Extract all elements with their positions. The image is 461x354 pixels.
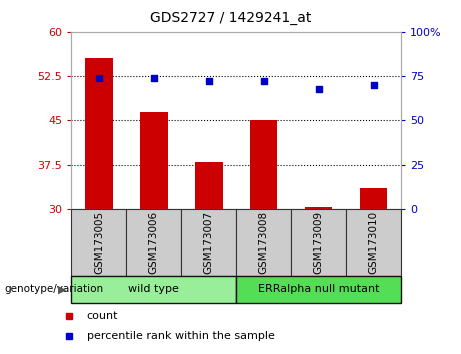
Point — [260, 79, 267, 84]
Text: genotype/variation: genotype/variation — [5, 284, 104, 295]
Text: count: count — [87, 310, 118, 321]
Bar — [236, 276, 401, 303]
Bar — [140, 112, 168, 209]
Bar — [71, 276, 236, 303]
Bar — [250, 120, 278, 209]
Text: percentile rank within the sample: percentile rank within the sample — [87, 331, 274, 341]
Point — [315, 86, 322, 91]
Bar — [291, 209, 346, 276]
Text: GDS2727 / 1429241_at: GDS2727 / 1429241_at — [150, 11, 311, 25]
Text: ▶: ▶ — [59, 284, 67, 295]
Text: GSM173005: GSM173005 — [94, 211, 104, 274]
Text: GSM173009: GSM173009 — [313, 211, 324, 274]
Bar — [85, 58, 112, 209]
Bar — [346, 209, 401, 276]
Bar — [71, 209, 126, 276]
Bar — [305, 207, 332, 209]
Text: ERRalpha null mutant: ERRalpha null mutant — [258, 284, 379, 295]
Bar — [195, 162, 223, 209]
Point — [205, 79, 213, 84]
Bar — [126, 209, 181, 276]
Point — [370, 82, 377, 88]
Bar — [181, 209, 236, 276]
Point — [150, 75, 158, 81]
Bar — [360, 188, 387, 209]
Point — [95, 75, 103, 81]
Text: GSM173007: GSM173007 — [204, 211, 214, 274]
Text: GSM173010: GSM173010 — [369, 211, 378, 274]
Text: GSM173008: GSM173008 — [259, 211, 269, 274]
Text: GSM173006: GSM173006 — [149, 211, 159, 274]
Bar — [236, 209, 291, 276]
Text: wild type: wild type — [129, 284, 179, 295]
